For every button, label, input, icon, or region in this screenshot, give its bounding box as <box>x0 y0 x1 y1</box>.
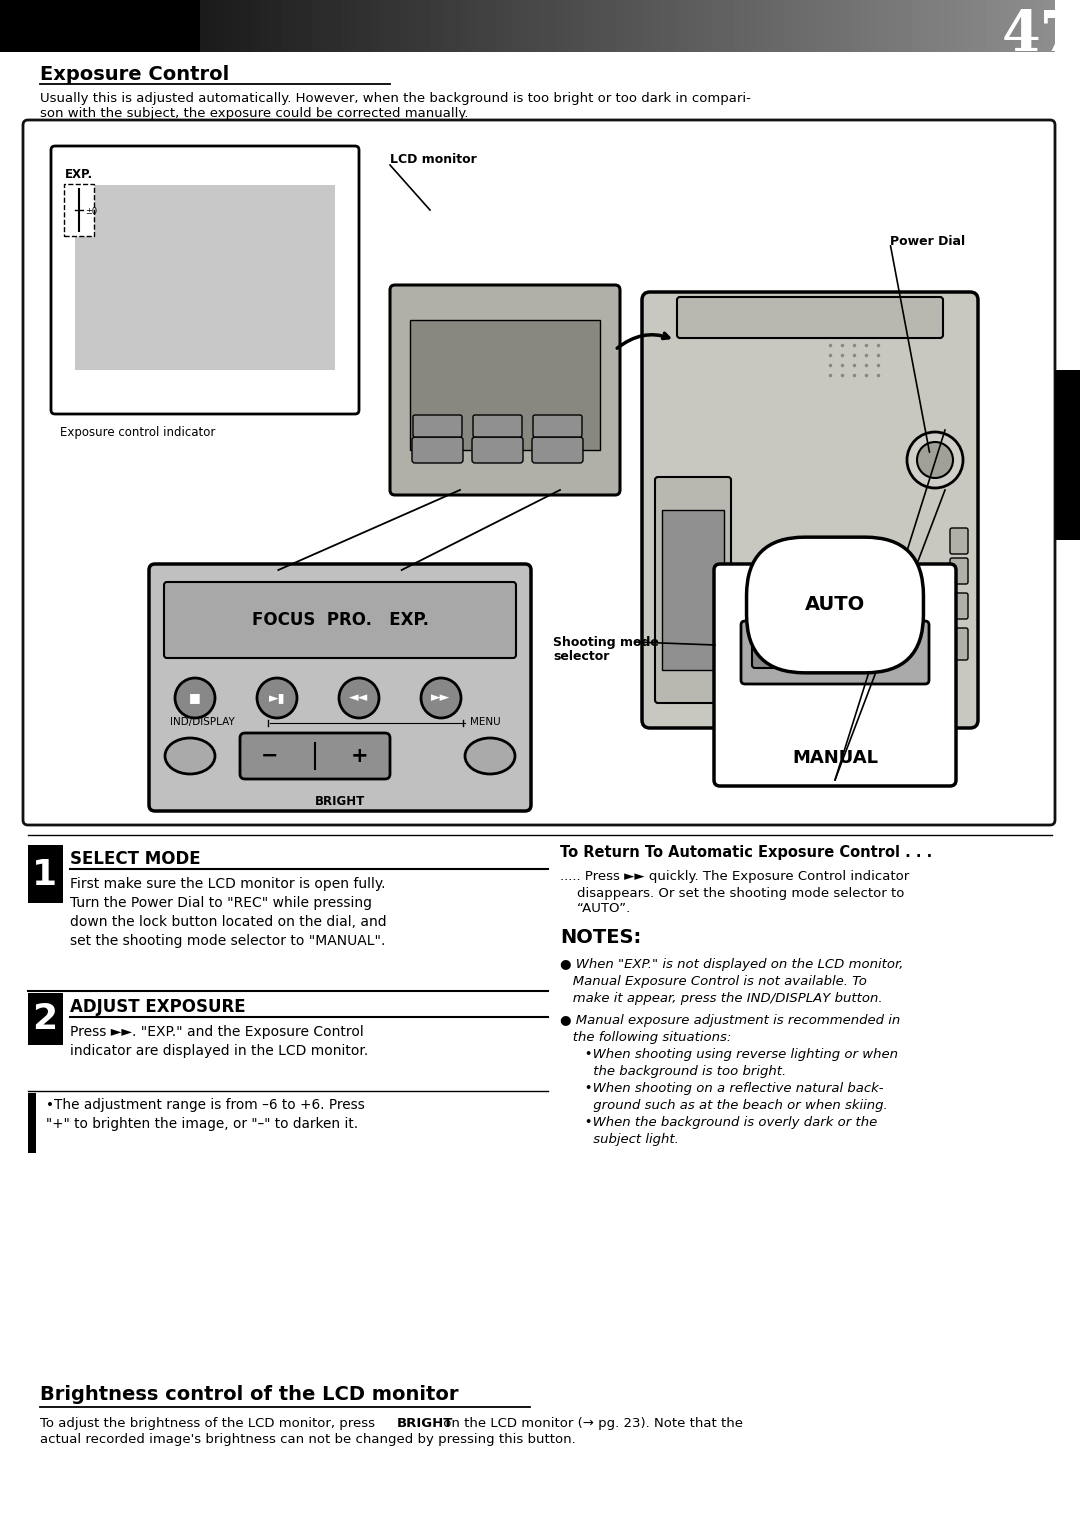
FancyBboxPatch shape <box>64 184 94 236</box>
Text: •When the background is overly dark or the: •When the background is overly dark or t… <box>572 1116 877 1128</box>
Text: •When shooting on a reflective natural back-: •When shooting on a reflective natural b… <box>572 1082 883 1095</box>
Text: Exposure Control: Exposure Control <box>40 64 229 84</box>
Ellipse shape <box>465 737 515 774</box>
Text: the following situations:: the following situations: <box>561 1032 731 1044</box>
FancyBboxPatch shape <box>390 285 620 495</box>
FancyBboxPatch shape <box>714 564 956 786</box>
Text: To adjust the brightness of the LCD monitor, press: To adjust the brightness of the LCD moni… <box>40 1416 379 1430</box>
FancyBboxPatch shape <box>149 564 531 811</box>
Text: son with the subject, the exposure could be corrected manually.: son with the subject, the exposure could… <box>40 107 469 120</box>
Text: ±0: ±0 <box>85 207 97 216</box>
Text: FOCUS  PRO.   EXP.: FOCUS PRO. EXP. <box>252 612 429 629</box>
Text: ADJUST EXPOSURE: ADJUST EXPOSURE <box>70 998 245 1016</box>
FancyBboxPatch shape <box>654 477 731 704</box>
Bar <box>410 320 600 451</box>
Circle shape <box>339 678 379 717</box>
FancyBboxPatch shape <box>411 437 463 463</box>
Text: ● When "EXP." is not displayed on the LCD monitor,: ● When "EXP." is not displayed on the LC… <box>561 958 904 970</box>
Text: the background is too bright.: the background is too bright. <box>572 1065 786 1078</box>
Bar <box>75 185 335 369</box>
Text: First make sure the LCD monitor is open fully.
Turn the Power Dial to "REC" whil: First make sure the LCD monitor is open … <box>70 877 387 947</box>
FancyBboxPatch shape <box>164 583 516 658</box>
Text: on the LCD monitor (→ pg. 23). Note that the: on the LCD monitor (→ pg. 23). Note that… <box>438 1416 743 1430</box>
Text: ►▮: ►▮ <box>269 691 285 705</box>
FancyBboxPatch shape <box>473 415 522 437</box>
FancyBboxPatch shape <box>752 622 858 668</box>
FancyBboxPatch shape <box>534 415 582 437</box>
Text: BRIGHT: BRIGHT <box>315 796 365 808</box>
Circle shape <box>907 432 963 487</box>
Text: selector: selector <box>553 650 609 662</box>
Text: ● Manual exposure adjustment is recommended in: ● Manual exposure adjustment is recommen… <box>561 1013 901 1027</box>
Text: ►►: ►► <box>431 691 450 705</box>
Text: “AUTO”.: “AUTO”. <box>561 901 631 915</box>
Bar <box>662 510 724 670</box>
Text: ..... Press ►► quickly. The Exposure Control indicator: ..... Press ►► quickly. The Exposure Con… <box>561 871 909 883</box>
Text: NOTES:: NOTES: <box>561 927 642 947</box>
FancyBboxPatch shape <box>741 621 929 684</box>
Text: actual recorded image's brightness can not be changed by pressing this button.: actual recorded image's brightness can n… <box>40 1433 576 1446</box>
Text: SELECT MODE: SELECT MODE <box>70 849 201 868</box>
Bar <box>1055 369 1080 540</box>
Text: To Return To Automatic Exposure Control . . .: To Return To Automatic Exposure Control … <box>561 845 932 860</box>
Bar <box>28 845 63 903</box>
Text: •When shooting using reverse lighting or when: •When shooting using reverse lighting or… <box>572 1049 897 1061</box>
Text: Press ►►. "EXP." and the Exposure Control
indicator are displayed in the LCD mon: Press ►►. "EXP." and the Exposure Contro… <box>70 1026 368 1058</box>
FancyBboxPatch shape <box>950 593 968 619</box>
Text: Manual Exposure Control is not available. To: Manual Exposure Control is not available… <box>561 975 867 987</box>
Text: AUTO: AUTO <box>805 595 865 615</box>
Text: make it appear, press the IND/DISPLAY button.: make it appear, press the IND/DISPLAY bu… <box>561 992 882 1006</box>
Circle shape <box>917 442 953 478</box>
Bar <box>28 993 63 1046</box>
FancyBboxPatch shape <box>950 629 968 661</box>
Circle shape <box>257 678 297 717</box>
FancyBboxPatch shape <box>642 291 978 728</box>
Text: Brightness control of the LCD monitor: Brightness control of the LCD monitor <box>40 1384 459 1404</box>
FancyBboxPatch shape <box>677 297 943 337</box>
Text: disappears. Or set the shooting mode selector to: disappears. Or set the shooting mode sel… <box>561 888 904 900</box>
Text: MANUAL: MANUAL <box>792 750 878 766</box>
Text: IND/DISPLAY: IND/DISPLAY <box>170 717 234 727</box>
FancyBboxPatch shape <box>532 437 583 463</box>
Text: 1: 1 <box>32 858 57 892</box>
Text: Usually this is adjusted automatically. However, when the background is too brig: Usually this is adjusted automatically. … <box>40 92 751 104</box>
Text: ◄◄: ◄◄ <box>349 691 368 705</box>
Text: 2: 2 <box>32 1003 57 1036</box>
Ellipse shape <box>165 737 215 774</box>
Text: LCD monitor: LCD monitor <box>390 153 476 166</box>
Text: −: − <box>261 747 279 766</box>
Text: EXP.: EXP. <box>65 169 93 181</box>
Text: 47: 47 <box>1001 8 1079 63</box>
Text: •The adjustment range is from –6 to +6. Press
"+" to brighten the image, or "–" : •The adjustment range is from –6 to +6. … <box>46 1098 365 1131</box>
FancyBboxPatch shape <box>413 415 462 437</box>
FancyBboxPatch shape <box>950 558 968 584</box>
FancyBboxPatch shape <box>23 120 1055 825</box>
Text: +: + <box>351 747 368 766</box>
Text: MENU: MENU <box>470 717 501 727</box>
FancyBboxPatch shape <box>472 437 523 463</box>
Text: Power Dial: Power Dial <box>890 235 966 248</box>
FancyBboxPatch shape <box>950 527 968 553</box>
Text: ■: ■ <box>189 691 201 705</box>
Bar <box>28 1093 36 1153</box>
Bar <box>0 0 200 52</box>
Circle shape <box>175 678 215 717</box>
Text: BRIGHT: BRIGHT <box>397 1416 454 1430</box>
FancyBboxPatch shape <box>240 733 390 779</box>
Text: Exposure control indicator: Exposure control indicator <box>60 426 215 438</box>
Text: Shooting mode: Shooting mode <box>553 636 659 648</box>
Circle shape <box>421 678 461 717</box>
FancyBboxPatch shape <box>51 146 359 414</box>
Text: subject light.: subject light. <box>572 1133 679 1147</box>
Text: ground such as at the beach or when skiing.: ground such as at the beach or when skii… <box>572 1099 888 1111</box>
